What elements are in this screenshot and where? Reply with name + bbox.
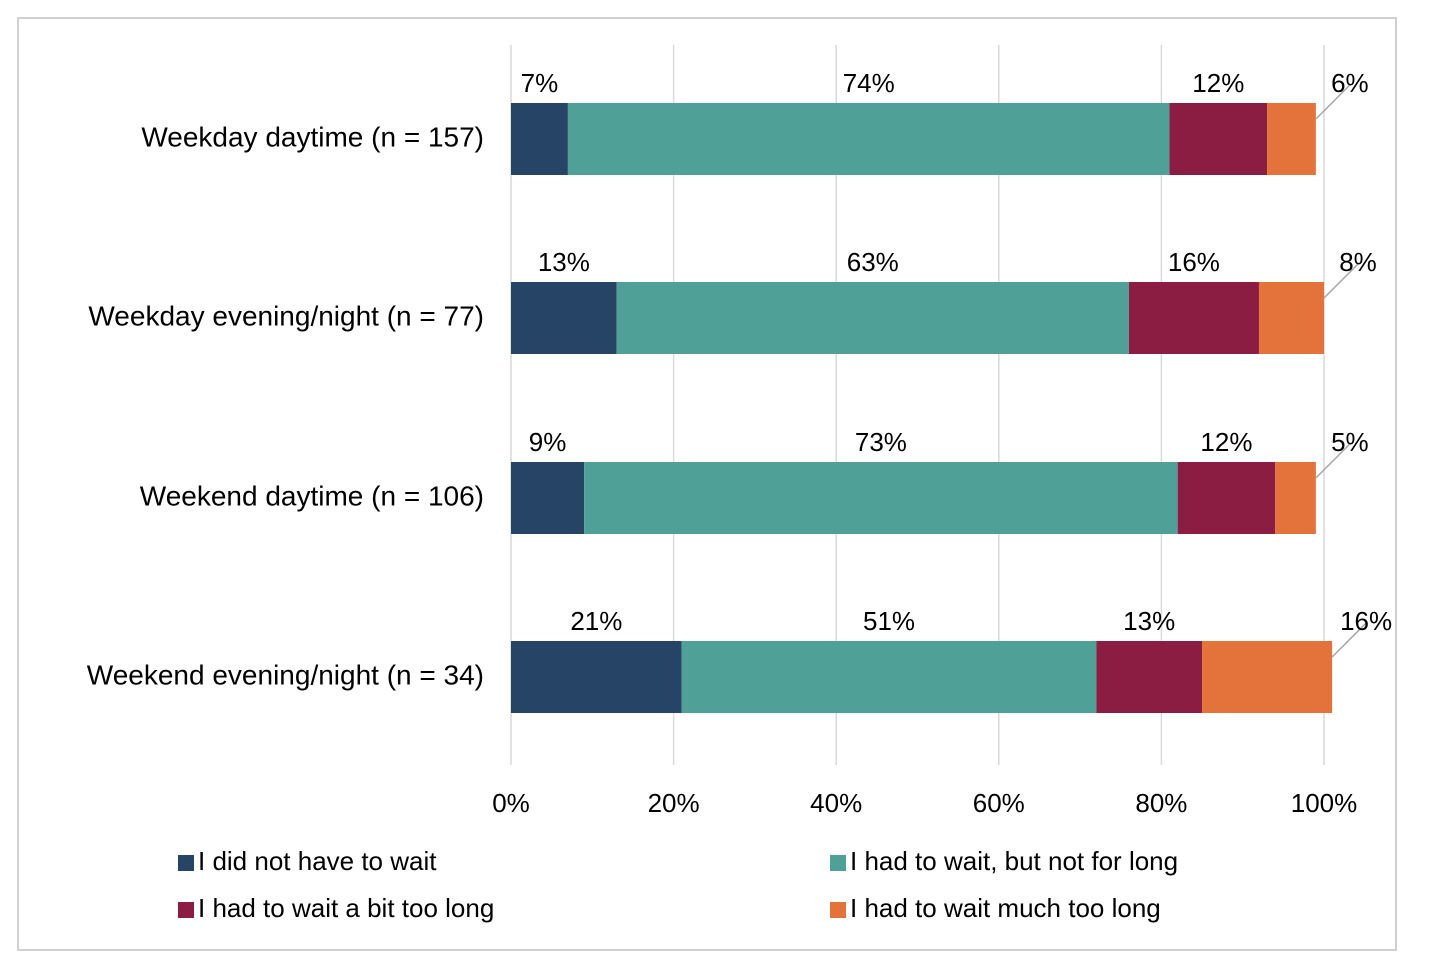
data-label: 21% [570, 606, 622, 636]
category-label: Weekday evening/night (n = 77) [88, 300, 484, 331]
legend-label: I had to wait a bit too long [198, 893, 494, 923]
data-label: 74% [843, 68, 895, 98]
leader-line [1315, 84, 1351, 120]
data-label: 9% [529, 427, 567, 457]
legend-label: I had to wait much too long [850, 893, 1161, 923]
data-label: 12% [1192, 68, 1244, 98]
x-tick-label: 60% [973, 788, 1025, 818]
bar-segment [511, 282, 617, 354]
data-label: 6% [1331, 68, 1369, 98]
bar-segment [1202, 641, 1333, 713]
bar-segment [511, 462, 585, 534]
x-tick-label: 40% [810, 788, 862, 818]
bar-segment [567, 103, 1170, 175]
legend-swatch [830, 855, 846, 871]
legend-swatch [178, 902, 194, 918]
category-label: Weekend daytime (n = 106) [140, 480, 484, 511]
bar-segment [584, 462, 1178, 534]
bar-segment [1267, 103, 1316, 175]
bar-segment [1169, 103, 1268, 175]
leader-line [1331, 622, 1367, 658]
legend-swatch [830, 902, 846, 918]
leader-line [1315, 443, 1351, 479]
legend-label: I did not have to wait [198, 846, 437, 876]
data-label: 13% [1123, 606, 1175, 636]
data-label: 73% [855, 427, 907, 457]
x-tick-label: 0% [492, 788, 530, 818]
data-label: 7% [521, 68, 559, 98]
data-label: 16% [1340, 606, 1392, 636]
data-label: 13% [538, 247, 590, 277]
data-label: 5% [1331, 427, 1369, 457]
x-tick-label: 80% [1135, 788, 1187, 818]
legend-swatch [178, 855, 194, 871]
data-label: 63% [847, 247, 899, 277]
bar-segment [1275, 462, 1316, 534]
category-label: Weekday daytime (n = 157) [141, 121, 484, 152]
data-label: 12% [1200, 427, 1252, 457]
x-tick-label: 100% [1291, 788, 1358, 818]
bar-segment [511, 641, 682, 713]
x-tick-label: 20% [648, 788, 700, 818]
category-label: Weekend evening/night (n = 34) [87, 659, 484, 690]
legend-label: I had to wait, but not for long [850, 846, 1178, 876]
data-label: 51% [863, 606, 915, 636]
data-label: 8% [1339, 247, 1377, 277]
bar-segment [681, 641, 1097, 713]
bar-segment [1096, 641, 1203, 713]
data-label: 16% [1168, 247, 1220, 277]
bar-segment [511, 103, 568, 175]
bar-segment [1258, 282, 1324, 354]
bar-segment [1128, 282, 1259, 354]
leader-line [1323, 263, 1359, 299]
bar-segment [1177, 462, 1276, 534]
bar-segment [616, 282, 1129, 354]
